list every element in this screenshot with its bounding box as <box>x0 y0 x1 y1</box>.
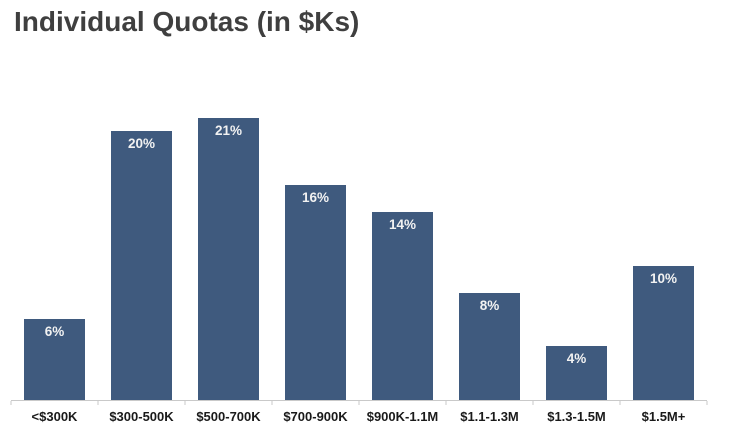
bar-chart: 6% 20% 21% 16% 14% 8% 4% 10% <$300K $300-500K $50… <box>10 118 708 424</box>
bar-cell: 21% <box>185 118 272 400</box>
bar-value-label: 20% <box>127 136 155 152</box>
bar-cell: 10% <box>620 118 707 400</box>
x-axis-category-label: $700-900K <box>283 409 348 424</box>
x-axis-line <box>10 400 708 406</box>
bar-value-label: 10% <box>649 270 677 286</box>
x-axis-category-label: $500-700K <box>196 409 261 424</box>
x-axis-tick <box>10 401 12 405</box>
bar-cell: 20% <box>98 118 185 400</box>
bar: 21% <box>198 118 259 400</box>
bar-value-label: 14% <box>388 217 416 232</box>
x-axis-tick <box>619 401 621 405</box>
bar: 8% <box>459 292 520 400</box>
x-axis-tick <box>97 401 99 405</box>
x-axis-tick <box>184 401 186 405</box>
bar-value-label: 8% <box>479 297 500 313</box>
x-axis-category-label: $300-500K <box>109 409 174 424</box>
bar-cell: 4% <box>533 118 620 400</box>
bar: 16% <box>285 185 346 400</box>
chart-title: Individual Quotas (in $Ks) <box>14 6 360 37</box>
bar-cell: 6% <box>11 118 98 400</box>
bar-value-label: 6% <box>44 324 65 340</box>
bar-cell: 14% <box>359 118 446 400</box>
x-axis-category-label: $1.1-1.3M <box>460 409 519 424</box>
bar: 10% <box>633 265 694 400</box>
bar-value-label: 21% <box>214 123 242 138</box>
bar: 20% <box>111 131 172 400</box>
bar: 14% <box>372 212 433 400</box>
x-axis-category-label: $900K-1.1M <box>366 409 439 424</box>
bar-value-label: 4% <box>566 351 587 367</box>
x-axis-tick <box>445 401 447 405</box>
plot-area: 6% 20% 21% 16% 14% 8% 4% 10% <box>11 118 707 400</box>
x-axis-category-label: $1.3-1.5M <box>547 409 606 424</box>
x-axis-category-label: $1.5M+ <box>641 409 686 424</box>
bar-cell: 8% <box>446 118 533 400</box>
bar: 6% <box>24 319 85 400</box>
bar: 4% <box>546 346 607 400</box>
bar-value-label: 16% <box>301 190 329 206</box>
x-axis-tick <box>271 401 273 405</box>
x-axis-tick <box>532 401 534 405</box>
x-axis-category-label: <$300K <box>31 409 78 424</box>
x-axis-tick <box>706 401 708 405</box>
x-axis-tick <box>358 401 360 405</box>
x-axis-labels: <$300K $300-500K $500-700K $700-900K $900K-1… <box>11 409 707 424</box>
bar-cell: 16% <box>272 118 359 400</box>
